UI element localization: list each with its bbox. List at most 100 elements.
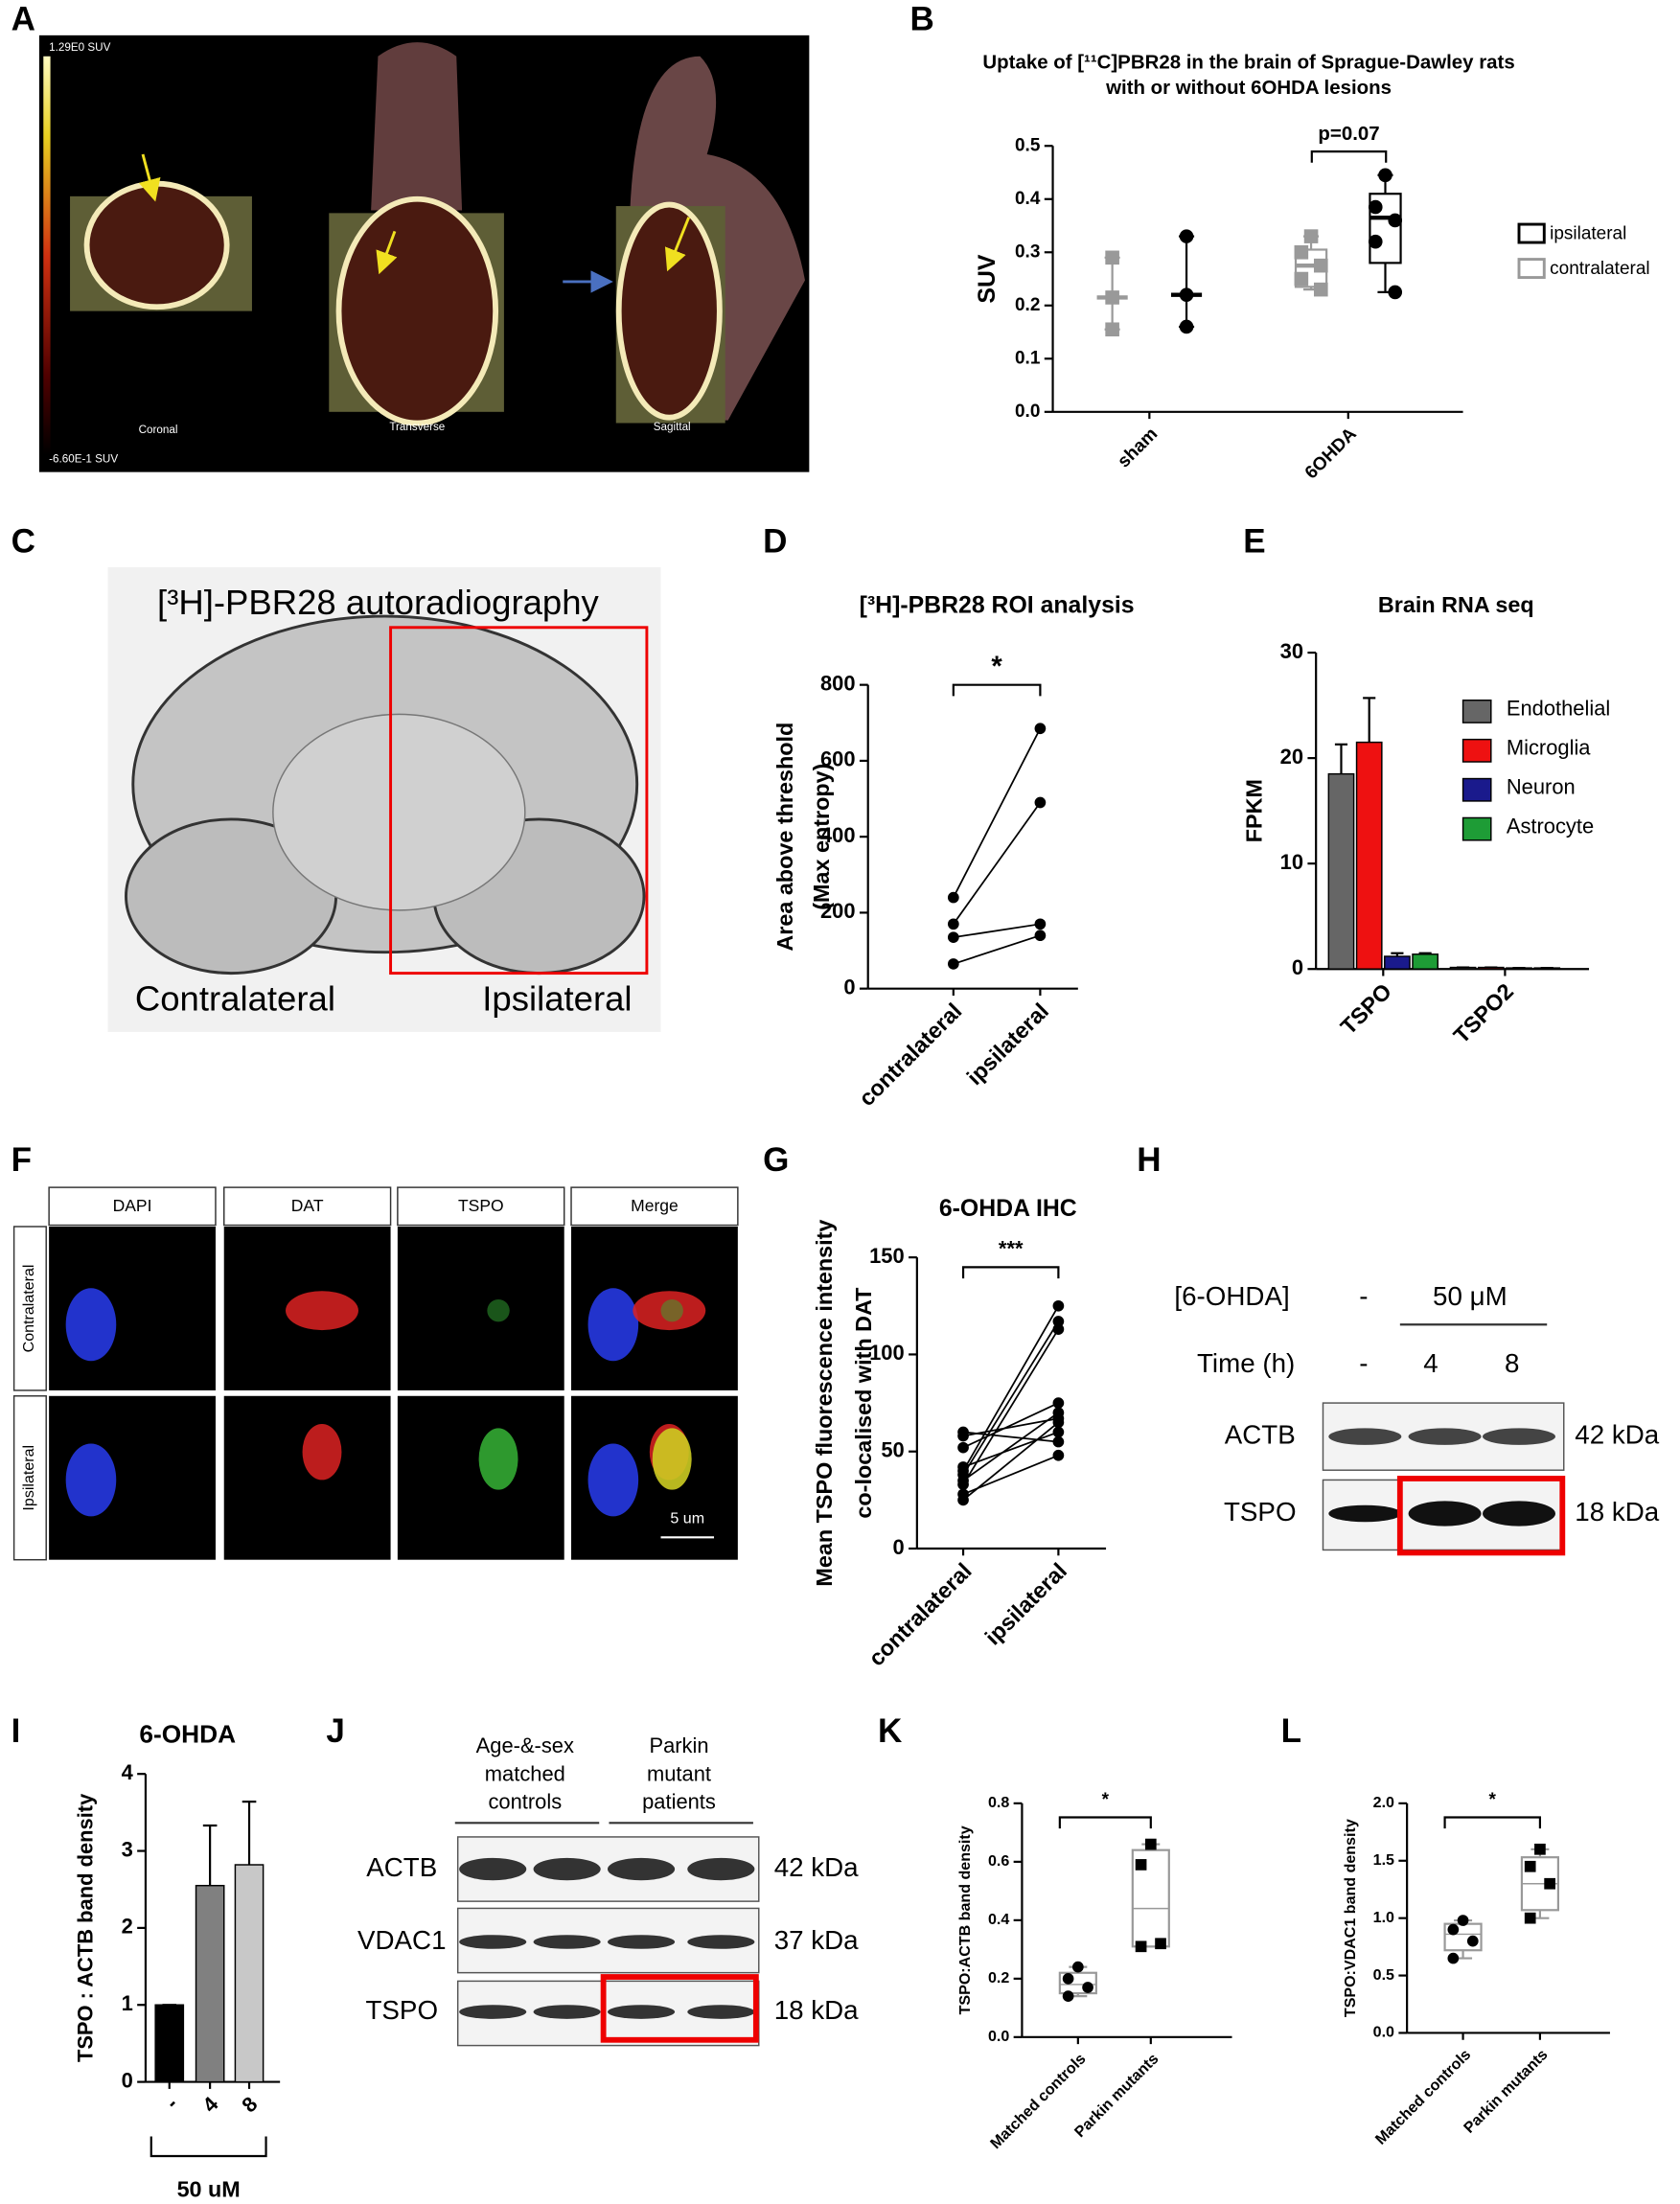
brain — [615, 201, 723, 421]
legend-swatch — [1461, 816, 1492, 841]
y-tick-label: 0.0 — [1015, 402, 1040, 422]
y-tick-label: 4 — [122, 1760, 134, 1784]
x-tick-label: contralateral — [854, 999, 967, 1112]
y-tick-label: 30 — [1280, 639, 1303, 663]
point — [1144, 1838, 1157, 1850]
color-scale — [43, 56, 51, 456]
y-tick-label: 50 — [881, 1438, 904, 1462]
bar — [195, 1884, 225, 2083]
y-tick-label: 0.6 — [988, 1852, 1009, 1870]
point — [1155, 1938, 1166, 1950]
column-label: DAPI — [113, 1196, 152, 1215]
legend-label: Astrocyte — [1507, 814, 1594, 838]
significance-bracket — [1058, 1816, 1152, 1829]
band — [1483, 1501, 1555, 1527]
significance-label: *** — [999, 1237, 1024, 1261]
point — [1303, 229, 1319, 243]
time: 4 — [1423, 1348, 1438, 1378]
chart-title: [³H]-PBR28 ROI analysis — [860, 592, 1135, 618]
pair-line — [953, 923, 1041, 939]
band — [1483, 1428, 1555, 1445]
group-bracket — [150, 2136, 267, 2158]
tspo-signal — [478, 1428, 518, 1490]
view-label: Coronal — [139, 424, 178, 436]
panel-label: H — [1137, 1141, 1161, 1179]
pair-line — [953, 934, 1041, 965]
y-tick-label: 0.5 — [1373, 1966, 1394, 1984]
ihc-image — [397, 1395, 564, 1560]
point — [1368, 199, 1383, 215]
significance-label: * — [1102, 1790, 1110, 1810]
point — [1313, 282, 1328, 297]
point — [1052, 1412, 1065, 1425]
time: - — [1359, 1348, 1368, 1378]
legend-label: ipsilateral — [1550, 223, 1626, 243]
protein-label: TSPO — [1224, 1497, 1297, 1527]
tspo-signal — [487, 1298, 510, 1322]
brain-core — [272, 713, 526, 911]
panel-label: J — [326, 1712, 345, 1750]
column-header — [223, 1186, 392, 1227]
protein-label: ACTB — [1225, 1419, 1296, 1449]
size-label: 42 kDa — [774, 1852, 859, 1882]
roi-box — [389, 626, 649, 976]
y-tick-label: 400 — [820, 823, 856, 847]
chart-title: Uptake of [¹¹C]PBR28 in the brain of Spr… — [982, 51, 1514, 73]
point — [1034, 796, 1047, 809]
pair-line — [962, 1320, 1060, 1476]
time-label: Time (h) — [1197, 1348, 1295, 1378]
band — [1408, 1428, 1482, 1445]
y-axis-label: SUV — [975, 254, 1001, 303]
band — [687, 2005, 755, 2019]
point — [1447, 1923, 1460, 1936]
pair-line — [953, 727, 1042, 898]
point — [947, 931, 959, 944]
significance-bracket — [1310, 149, 1388, 163]
point — [1052, 1299, 1065, 1312]
point — [1378, 168, 1392, 183]
panel-label: B — [910, 1, 934, 38]
band — [608, 1935, 676, 1949]
panel-label: D — [763, 522, 787, 560]
nucleus — [587, 1443, 639, 1517]
legend-label: Microglia — [1507, 736, 1591, 760]
point — [1524, 1912, 1536, 1924]
significance-label: p=0.07 — [1318, 123, 1379, 145]
protein-label: ACTB — [366, 1852, 437, 1882]
point — [1034, 930, 1047, 942]
point — [1179, 229, 1194, 243]
arrow — [376, 230, 398, 275]
size-label: 42 kDa — [1575, 1419, 1659, 1449]
legend-swatch — [1517, 258, 1546, 280]
x-tick-label: 6OHDA — [1301, 424, 1361, 483]
y-tick-label: 100 — [869, 1341, 905, 1365]
panel-label: G — [763, 1141, 789, 1179]
ihc-image — [223, 1395, 391, 1560]
size-label: 18 kDa — [774, 1995, 859, 2025]
point — [1052, 1426, 1065, 1438]
y-tick-label: 1.5 — [1373, 1851, 1394, 1869]
point — [1105, 290, 1119, 305]
chart-title: 6-OHDA — [139, 1720, 236, 1749]
dose: 50 μM — [1433, 1281, 1507, 1311]
highlight — [600, 1974, 759, 2043]
band — [459, 1857, 527, 1881]
y-tick-label: 0.2 — [988, 1969, 1009, 1986]
bar — [1533, 967, 1561, 970]
chart-title: with or without 6OHDA lesions — [1105, 77, 1392, 99]
y-tick-label: 0.3 — [1015, 241, 1040, 262]
point — [1052, 1316, 1065, 1327]
y-axis-label: TSPO:ACTB band density — [956, 1825, 974, 2014]
x-tick-label: TSPO — [1336, 978, 1396, 1039]
point — [1135, 1940, 1147, 1953]
legend-label: contralateral — [1550, 259, 1649, 279]
band — [687, 1857, 755, 1881]
y-tick-label: 3 — [122, 1837, 133, 1861]
chart-title: Brain RNA seq — [1378, 592, 1534, 617]
skull — [371, 42, 463, 211]
brain — [83, 180, 230, 310]
column-label: Merge — [631, 1196, 679, 1215]
column-header — [397, 1186, 565, 1227]
y-tick-label: 0.0 — [1373, 2024, 1394, 2041]
